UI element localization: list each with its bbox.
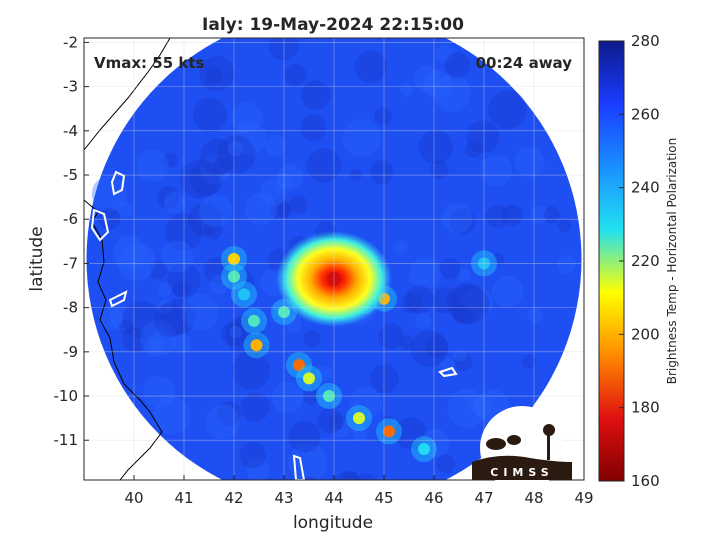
y-tick-label: -7: [63, 254, 78, 272]
swath-texture: [91, 38, 576, 480]
colorbar-tick-label: 240: [631, 179, 660, 197]
rainband-cell: [250, 339, 263, 352]
x-tick-label: 47: [474, 489, 493, 507]
grid: [84, 38, 584, 480]
x-tick-label: 49: [574, 489, 593, 507]
x-tick-label: 45: [374, 489, 393, 507]
colorbar-tick-label: 180: [631, 399, 660, 417]
rainband-cell: [353, 412, 365, 425]
logo-dish: [486, 438, 506, 450]
colorbar-tick-label: 160: [631, 472, 660, 490]
x-tick-label: 43: [274, 489, 293, 507]
logo-tower: [547, 432, 550, 460]
y-tick-label: -10: [54, 387, 79, 405]
y-tick-label: -11: [54, 431, 79, 449]
coastline: [84, 38, 171, 480]
colorbar-label: Brightness Temp - Horizontal Polarizatio…: [665, 138, 679, 385]
y-tick-label: -4: [63, 122, 78, 140]
plot-area: 40 41 42 43 44 45 46 47 48 49 -2 -3 -4 -5 -6 -7 -8 -9 -10…: [54, 33, 594, 507]
x-axis-label: longitude: [293, 513, 373, 533]
logo-text: CIMSS: [490, 466, 553, 479]
x-tick-label: 41: [174, 489, 193, 507]
x-tick-label: 44: [324, 489, 343, 507]
chart-title: Ialy: 19-May-2024 22:15:00: [202, 15, 464, 35]
y-tick-label: -8: [63, 299, 78, 317]
y-axis-ticks: -2 -3 -4 -5 -6 -7 -8 -9 -10 -11: [54, 33, 89, 449]
colorbar-tick-label: 260: [631, 105, 660, 123]
rainband-cell: [248, 314, 260, 327]
y-tick-label: -9: [63, 343, 78, 361]
rainband-cell: [303, 372, 315, 385]
logo-tower-top: [543, 424, 555, 436]
x-tick-label: 46: [424, 489, 443, 507]
islands: [90, 170, 458, 480]
logo-hills: [472, 455, 572, 480]
y-tick-label: -2: [63, 33, 78, 51]
rainband-cell: [238, 288, 250, 301]
x-tick-label: 42: [224, 489, 243, 507]
time-away-annotation: 00:24 away: [476, 54, 573, 72]
x-tick-label: 40: [124, 489, 143, 507]
colorbar-tick-label: 200: [631, 325, 660, 343]
x-tick-label: 48: [524, 489, 543, 507]
y-tick-label: -6: [63, 210, 78, 228]
colorbar-tick-label: 220: [631, 252, 660, 270]
logo-dish-2: [507, 435, 521, 445]
x-axis-ticks: 40 41 42 43 44 45 46 47 48 49: [124, 475, 594, 507]
colorbar: 280 260 240 220 200 180 160 Brightness Temp - …: [598, 32, 679, 490]
y-tick-label: -3: [63, 78, 78, 96]
vmax-annotation: Vmax: 55 kts: [94, 54, 204, 72]
cimss-logo: CIMSS: [472, 406, 572, 490]
y-axis-label: latitude: [27, 226, 47, 291]
rainband-cell: [418, 443, 430, 456]
colorbar-ticks: 280 260 240 220 200 180 160: [619, 32, 660, 490]
y-tick-label: -5: [63, 166, 78, 184]
colorbar-tick-label: 280: [631, 32, 660, 50]
rainband-cell: [383, 425, 395, 438]
rainband-cell: [293, 359, 305, 372]
